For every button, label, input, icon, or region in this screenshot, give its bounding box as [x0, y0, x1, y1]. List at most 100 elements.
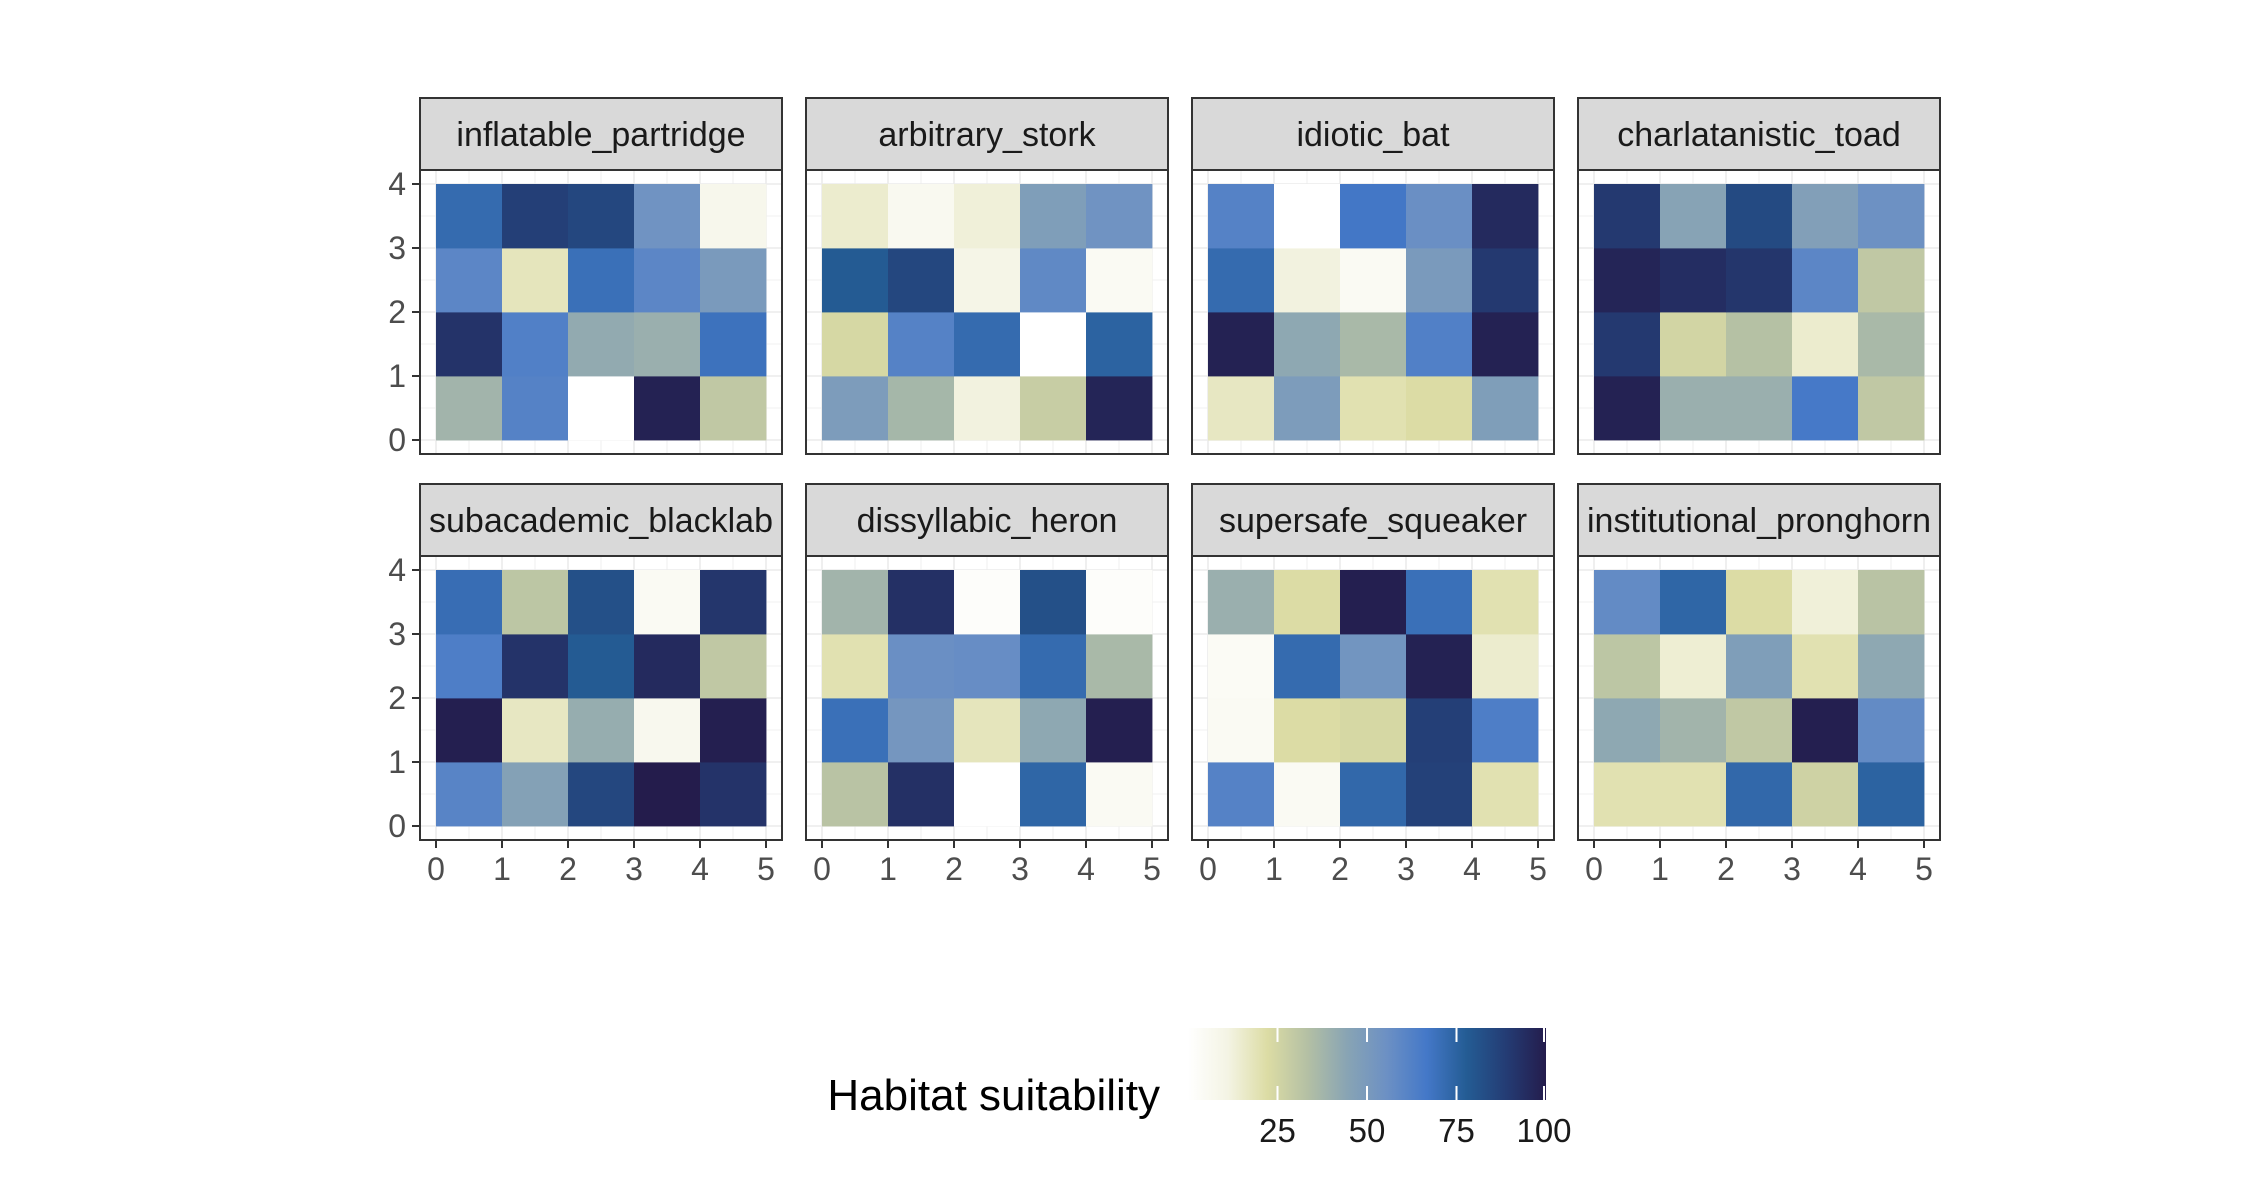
heatmap-cell: [1726, 762, 1793, 827]
heatmap-cell: [954, 698, 1021, 763]
heatmap-cell: [1594, 312, 1661, 377]
heatmap-cell: [888, 634, 955, 699]
heatmap-cell: [1792, 762, 1859, 827]
facet-panel-supersafe_squeaker: supersafe_squeaker 0 1 2 3 4 5: [1191, 483, 1555, 887]
heatmap-cell: [1594, 634, 1661, 699]
heatmap-tiles: [436, 184, 767, 441]
facet-panels: inflatable_partridge 0 1 2 3 4 arbitrary_stork…: [388, 97, 1941, 887]
x-tick-label: 4: [1849, 851, 1867, 887]
heatmap-cell: [1472, 248, 1539, 313]
facet-panel-dissyllabic_heron: dissyllabic_heron 0 1 2 3 4 5: [805, 483, 1169, 887]
heatmap-cell: [1472, 698, 1539, 763]
heatmap-cell: [1858, 248, 1925, 313]
heatmap-cell: [1660, 248, 1727, 313]
facet-title: arbitrary_stork: [878, 116, 1096, 154]
facet-title: charlatanistic_toad: [1617, 116, 1901, 154]
heatmap-cell: [1660, 376, 1727, 441]
heatmap-cell: [822, 248, 889, 313]
x-tick-label: 4: [1077, 851, 1095, 887]
heatmap-cell: [436, 184, 503, 249]
heatmap-cell: [954, 312, 1021, 377]
heatmap-cell: [1340, 312, 1407, 377]
heatmap-cell: [1472, 312, 1539, 377]
heatmap-cell: [1858, 698, 1925, 763]
heatmap-cell: [634, 376, 701, 441]
heatmap-cell: [1792, 312, 1859, 377]
y-tick-label: 3: [388, 616, 406, 652]
heatmap-cell: [1020, 376, 1087, 441]
heatmap-cell: [1858, 634, 1925, 699]
heatmap-cell: [634, 762, 701, 827]
legend: Habitat suitability 25 50 75 100: [827, 1028, 1572, 1149]
x-tick-label: 2: [559, 851, 577, 887]
heatmap-cell: [700, 698, 767, 763]
panel-border: [1191, 555, 1555, 841]
facet-strip: [805, 483, 1169, 557]
heatmap-cell: [1340, 376, 1407, 441]
heatmap-cell: [502, 184, 569, 249]
heatmap-cell: [436, 698, 503, 763]
heatmap-cell: [634, 634, 701, 699]
heatmap-cell: [1274, 698, 1341, 763]
x-tick-label: 3: [625, 851, 643, 887]
heatmap-cell: [1726, 184, 1793, 249]
heatmap-cell: [1020, 634, 1087, 699]
heatmap-cell: [1726, 570, 1793, 635]
heatmap-cell: [1274, 312, 1341, 377]
heatmap-cell: [436, 634, 503, 699]
x-tick-label: 2: [1717, 851, 1735, 887]
heatmap-cell: [1274, 634, 1341, 699]
heatmap-cell: [568, 762, 635, 827]
facet-title: institutional_pronghorn: [1587, 502, 1931, 540]
heatmap-cell: [954, 376, 1021, 441]
heatmap-cell: [822, 634, 889, 699]
heatmap-cell: [1472, 634, 1539, 699]
facet-strip: [419, 483, 783, 557]
heatmap-cell: [1086, 184, 1153, 249]
heatmap-cell: [1660, 312, 1727, 377]
heatmap-cell: [1472, 376, 1539, 441]
heatmap-cell: [1208, 698, 1275, 763]
y-tick-label: 4: [388, 166, 406, 202]
heatmap-cell: [634, 312, 701, 377]
x-tick-label: 0: [1199, 851, 1217, 887]
x-tick-label: 0: [813, 851, 831, 887]
heatmap-cell: [436, 570, 503, 635]
heatmap-cell: [1340, 762, 1407, 827]
heatmap-cell: [502, 248, 569, 313]
heatmap-tiles: [1208, 570, 1539, 827]
heatmap-cell: [1274, 248, 1341, 313]
heatmap-cell: [1406, 698, 1473, 763]
facet-title: inflatable_partridge: [456, 116, 745, 154]
y-tick-label: 1: [388, 358, 406, 394]
heatmap-cell: [822, 376, 889, 441]
heatmap-cell: [1086, 376, 1153, 441]
x-tick-label: 2: [945, 851, 963, 887]
heatmap-cell: [1086, 312, 1153, 377]
heatmap-cell: [1020, 570, 1087, 635]
heatmap-cell: [1020, 762, 1087, 827]
heatmap-cell: [888, 762, 955, 827]
heatmap-cell: [1594, 762, 1661, 827]
y-tick-label: 2: [388, 680, 406, 716]
heatmap-cell: [634, 184, 701, 249]
heatmap-cell: [1208, 376, 1275, 441]
heatmap-cell: [1660, 184, 1727, 249]
heatmap-cell: [700, 248, 767, 313]
heatmap-cell: [568, 184, 635, 249]
heatmap-cell: [1086, 762, 1153, 827]
legend-title: Habitat suitability: [827, 1071, 1160, 1120]
heatmap-cell: [1020, 312, 1087, 377]
heatmap-cell: [1660, 570, 1727, 635]
heatmap-cell: [700, 570, 767, 635]
heatmap-tiles: [436, 570, 767, 827]
facet-panel-inflatable_partridge: inflatable_partridge 0 1 2 3 4: [388, 97, 783, 458]
facet-panel-arbitrary_stork: arbitrary_stork: [805, 97, 1169, 455]
heatmap-cell: [888, 184, 955, 249]
heatmap-cell: [888, 312, 955, 377]
x-tick-label: 5: [1529, 851, 1547, 887]
heatmap-cell: [1660, 634, 1727, 699]
heatmap-cell: [1406, 248, 1473, 313]
heatmap-cell: [1208, 570, 1275, 635]
heatmap-cell: [502, 376, 569, 441]
